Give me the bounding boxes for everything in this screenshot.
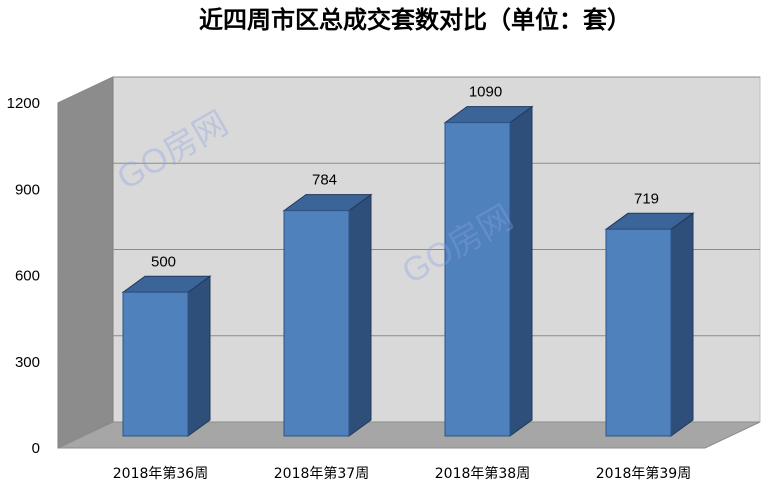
floor: [57, 421, 761, 449]
y-tick-label: 1200: [7, 95, 40, 112]
bar-side: [187, 275, 211, 437]
data-label: 500: [151, 253, 176, 270]
bar: [444, 122, 511, 437]
gridline-side: [57, 76, 114, 104]
bar-side: [348, 193, 372, 437]
x-tick-label: 2018年第39周: [596, 465, 691, 482]
y-tick-label: 0: [32, 440, 40, 457]
x-tick-label: 2018年第38周: [435, 465, 530, 482]
gridline-side: [57, 249, 114, 276]
x-tick-label: 2018年第36周: [113, 465, 208, 482]
y-axis-ticks: 0 300 600 900 1200: [7, 95, 40, 457]
bar: [605, 228, 672, 437]
data-label: 1090: [469, 84, 502, 101]
y-tick-label: 600: [15, 268, 40, 285]
bar-side: [509, 105, 533, 437]
x-tick-label: 2018年第37周: [274, 465, 369, 482]
data-label: 784: [312, 172, 337, 189]
gridline-side: [57, 335, 114, 363]
data-label: 719: [634, 190, 659, 207]
bar: [122, 291, 189, 437]
data-labels: 500 784 1090 719: [151, 84, 659, 271]
chart-title: 近四周市区总成交套数对比（单位：套）: [199, 6, 631, 34]
bars: [121, 105, 695, 437]
x-axis-ticks: 2018年第36周 2018年第37周 2018年第38周 2018年第39周: [113, 465, 691, 482]
bar: [283, 210, 350, 437]
y-tick-label: 900: [15, 181, 40, 198]
bar-side: [670, 212, 694, 437]
gridline-side: [57, 162, 114, 190]
y-tick-label: 300: [15, 354, 40, 371]
